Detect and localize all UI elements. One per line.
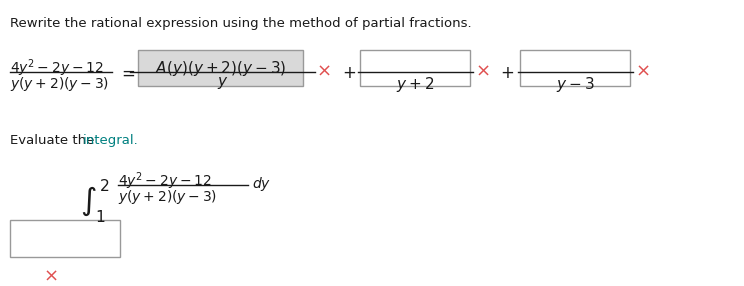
Bar [520, 50, 630, 86]
Text: Evaluate the: Evaluate the [10, 134, 99, 147]
Text: $=$: $=$ [118, 65, 135, 82]
Text: $4y^2 - 2y - 12$: $4y^2 - 2y - 12$ [118, 171, 211, 192]
Text: $y + 2$: $y + 2$ [397, 75, 434, 94]
Text: $4y^2 - 2y - 12$: $4y^2 - 2y - 12$ [10, 57, 103, 79]
Text: $+$: $+$ [500, 65, 514, 82]
Bar [10, 221, 120, 257]
Text: $dy$: $dy$ [252, 175, 271, 193]
Text: $\times$: $\times$ [475, 61, 490, 79]
Text: $y(y + 2)(y - 3)$: $y(y + 2)(y - 3)$ [118, 188, 217, 206]
Text: $\times$: $\times$ [42, 267, 57, 285]
Text: $A(y)(y+2)(y-3)$: $A(y)(y+2)(y-3)$ [155, 59, 286, 78]
Text: integral.: integral. [83, 134, 138, 147]
Text: $y$: $y$ [217, 75, 228, 91]
Text: $y(y + 2)(y - 3)$: $y(y + 2)(y - 3)$ [10, 75, 109, 93]
Bar [360, 50, 470, 86]
Text: $+$: $+$ [342, 65, 356, 82]
Bar [138, 50, 303, 86]
Text: Rewrite the rational expression using the method of partial fractions.: Rewrite the rational expression using th… [10, 17, 472, 30]
Text: $y - 3$: $y - 3$ [557, 75, 594, 94]
Text: $\times$: $\times$ [315, 61, 330, 79]
Text: $\times$: $\times$ [635, 61, 650, 79]
Text: $\int_1^2$: $\int_1^2$ [80, 177, 109, 225]
